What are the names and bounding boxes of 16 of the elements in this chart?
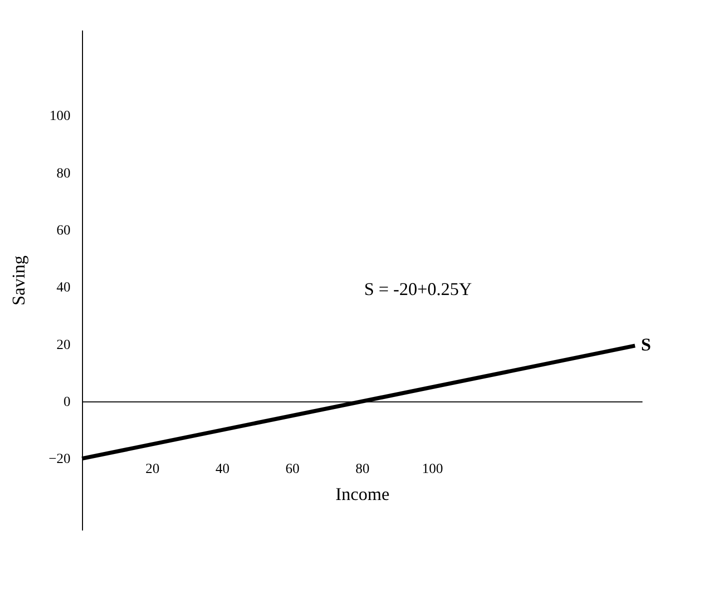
y-tick-label: 20: [56, 338, 70, 353]
x-tick-label: 80: [356, 462, 370, 477]
x-tick-label: 40: [216, 462, 230, 477]
y-tick-label: −20: [48, 452, 70, 468]
x-tick-label: 100: [422, 462, 443, 477]
y-tick-label: 80: [56, 166, 70, 182]
series-label: S: [641, 334, 652, 355]
y-axis-title: Saving: [8, 255, 29, 306]
y-tick-label: 100: [50, 109, 70, 124]
annotation: S = -20+0.25Y: [364, 279, 472, 299]
y-tick-label: 60: [56, 224, 70, 238]
x-axis-title: Income: [336, 484, 390, 504]
y-tick-label: 40: [56, 280, 70, 296]
y-tick-label: 0: [64, 394, 70, 410]
x-tick-label: 60: [286, 462, 300, 477]
x-tick-label: 20: [146, 462, 160, 477]
